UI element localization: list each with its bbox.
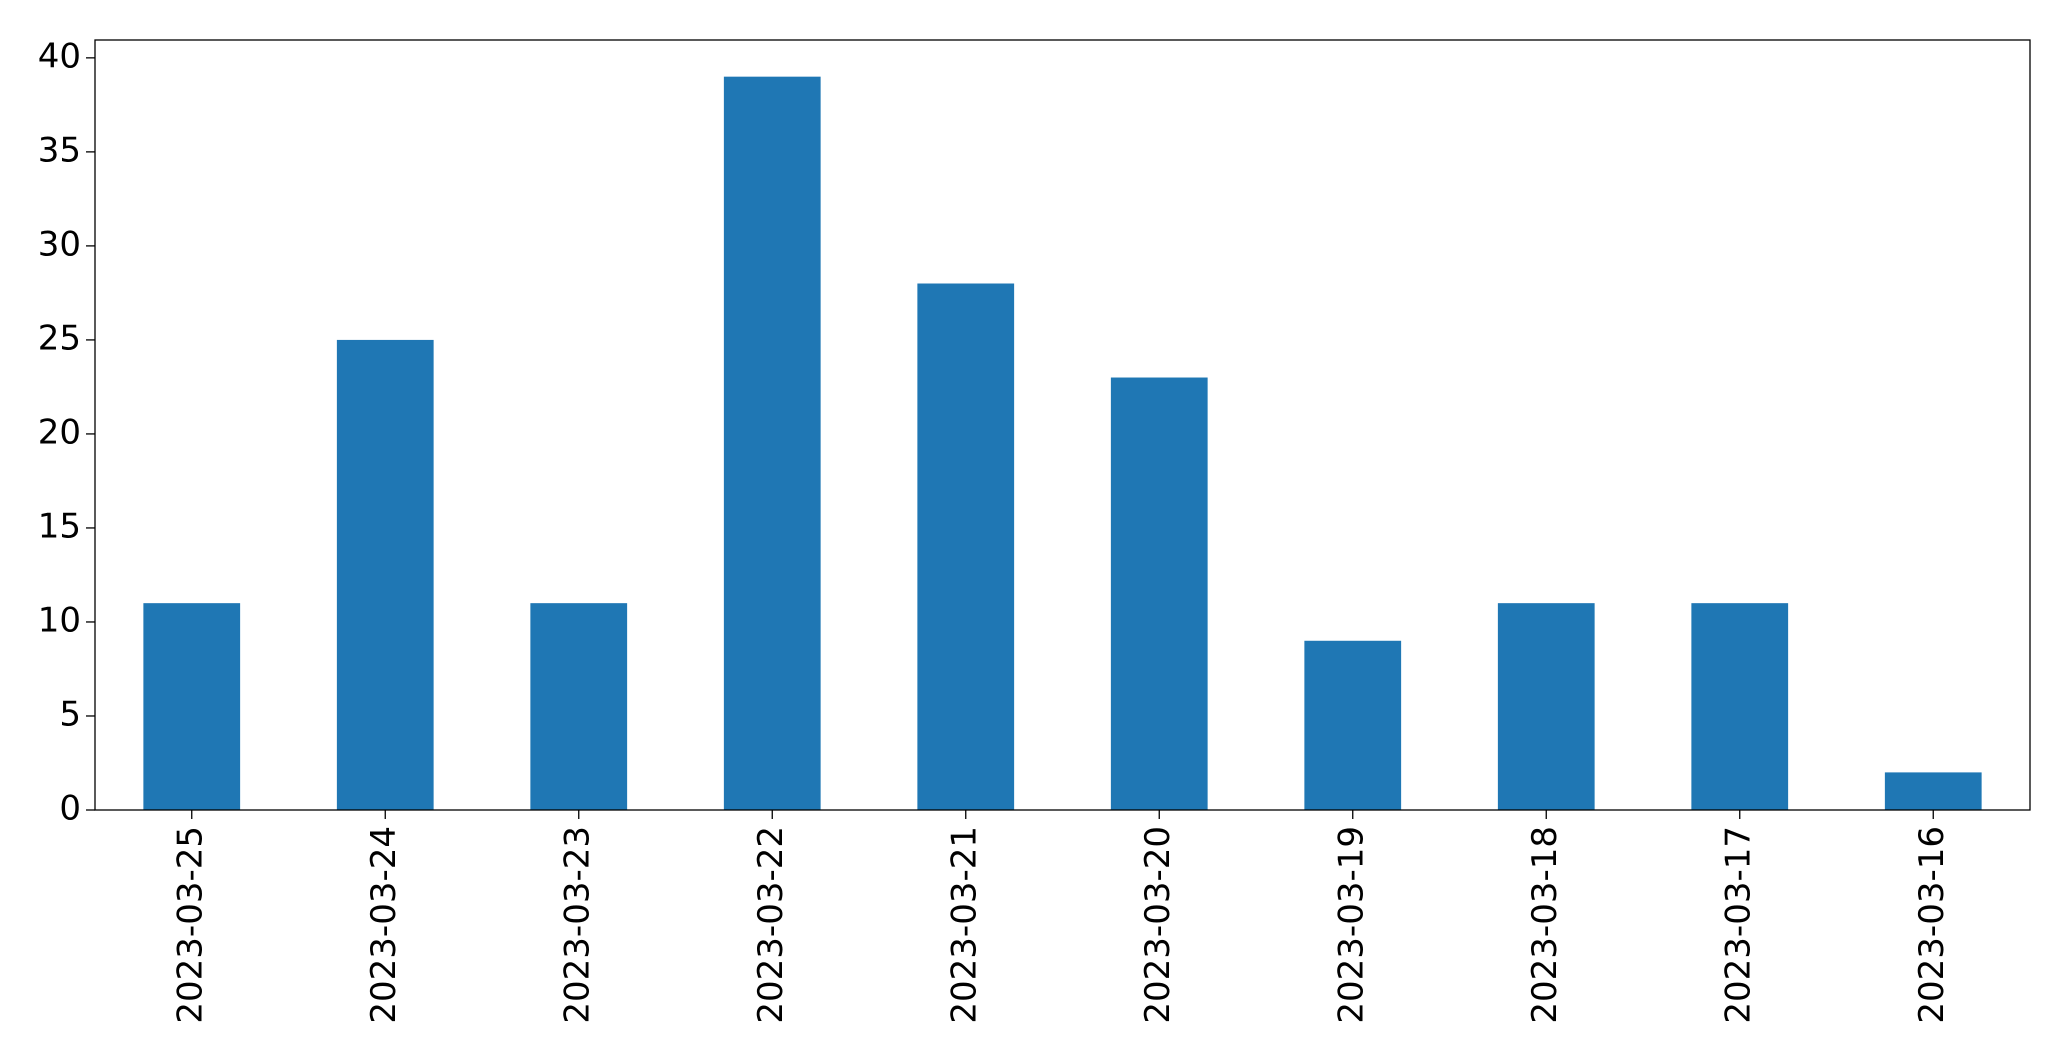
bar	[530, 603, 628, 810]
y-tick-label: 20	[38, 412, 81, 452]
plot-frame	[94, 39, 2031, 811]
bar	[1304, 640, 1402, 810]
bar	[1884, 772, 1982, 810]
bar	[1110, 377, 1208, 810]
x-tick-label: 2023-03-19	[1331, 826, 1371, 1024]
x-tick-label: 2023-03-22	[751, 826, 791, 1024]
y-tick-label: 0	[59, 789, 81, 829]
x-tick-label: 2023-03-23	[557, 826, 597, 1024]
bar	[1497, 603, 1595, 810]
y-tick-label: 40	[38, 36, 81, 76]
bar	[143, 603, 241, 810]
y-tick-label: 10	[38, 600, 81, 640]
bar	[1691, 603, 1789, 810]
y-tick-label: 35	[38, 130, 81, 170]
y-tick-label: 5	[59, 694, 81, 734]
x-tick-label: 2023-03-21	[944, 826, 984, 1024]
bar	[917, 283, 1015, 810]
y-tick-label: 25	[38, 318, 81, 358]
x-tick-label: 2023-03-17	[1718, 826, 1758, 1024]
x-tick-label: 2023-03-24	[364, 826, 404, 1024]
x-tick-label: 2023-03-25	[170, 826, 210, 1024]
bar	[723, 76, 821, 810]
x-tick-label: 2023-03-16	[1912, 826, 1952, 1024]
x-tick-label: 2023-03-18	[1525, 826, 1565, 1024]
y-tick-label: 15	[38, 506, 81, 546]
bar	[336, 339, 434, 810]
y-tick-label: 30	[38, 224, 81, 264]
x-tick-label: 2023-03-20	[1138, 826, 1178, 1024]
